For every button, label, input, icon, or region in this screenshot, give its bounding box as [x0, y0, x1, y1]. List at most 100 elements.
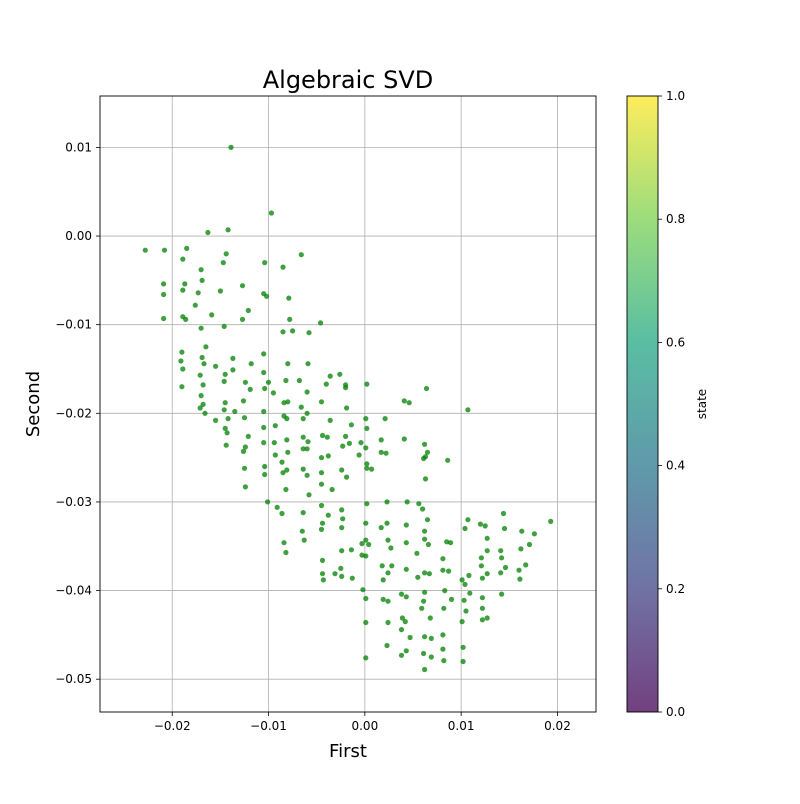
data-point — [344, 405, 350, 411]
data-point — [198, 325, 204, 331]
data-point — [300, 434, 306, 440]
data-point — [301, 537, 307, 543]
data-point — [201, 361, 207, 367]
data-point — [318, 399, 325, 405]
data-point — [448, 596, 455, 603]
data-point — [422, 528, 428, 534]
data-point — [459, 577, 465, 583]
data-point — [180, 256, 186, 262]
x-axis-ticks: −0.02 −0.01 0.00 0.01 0.02 — [154, 712, 571, 733]
data-point — [462, 525, 468, 532]
y-tick-label: 0.00 — [65, 229, 92, 243]
data-point — [406, 400, 412, 406]
data-point — [364, 425, 370, 431]
data-point — [416, 501, 422, 507]
data-point — [222, 400, 228, 406]
data-point — [424, 449, 431, 455]
data-point — [198, 393, 204, 399]
data-point — [478, 555, 484, 561]
data-point — [220, 260, 226, 266]
data-point — [228, 144, 234, 150]
data-point — [380, 596, 386, 603]
data-point — [241, 415, 248, 421]
data-point — [161, 315, 167, 322]
data-point — [425, 541, 431, 548]
data-point — [369, 466, 375, 472]
colorbar — [626, 95, 659, 713]
data-point — [205, 229, 211, 236]
data-point — [338, 565, 344, 572]
data-point — [262, 471, 268, 478]
data-point — [298, 252, 304, 258]
data-point — [548, 518, 554, 525]
data-point — [284, 467, 290, 473]
data-point — [265, 499, 271, 505]
data-point — [440, 632, 446, 638]
data-point — [380, 577, 386, 583]
data-point — [519, 528, 525, 534]
data-point — [305, 439, 311, 445]
data-point — [446, 568, 452, 574]
data-point — [441, 658, 447, 664]
data-point — [517, 576, 523, 582]
x-tick-label: 0.01 — [448, 719, 475, 733]
data-point — [304, 446, 310, 452]
data-point — [296, 377, 302, 384]
data-point — [318, 455, 325, 461]
data-point — [348, 422, 354, 428]
data-point — [285, 361, 291, 367]
data-point — [241, 465, 248, 471]
data-point — [239, 316, 246, 322]
data-point — [286, 295, 292, 301]
data-point — [440, 567, 446, 573]
data-point — [384, 499, 390, 505]
data-point — [415, 574, 421, 580]
data-point — [300, 446, 306, 452]
data-point — [325, 512, 331, 518]
data-point — [440, 556, 446, 562]
data-point — [179, 384, 185, 390]
data-point — [213, 363, 219, 369]
data-point — [516, 567, 522, 573]
data-point — [161, 247, 168, 253]
data-point — [363, 553, 369, 559]
data-point — [197, 405, 203, 411]
colorbar-tick-label: 0.6 — [666, 335, 685, 349]
data-point — [261, 408, 267, 415]
data-point — [422, 454, 429, 460]
data-point — [383, 450, 389, 456]
colorbar-tick-label: 0.4 — [666, 459, 685, 473]
data-point — [460, 658, 466, 665]
data-point — [287, 316, 293, 322]
data-point — [385, 537, 391, 543]
data-point — [339, 573, 345, 580]
data-point — [261, 440, 267, 446]
data-point — [424, 517, 431, 523]
data-point — [339, 548, 345, 554]
data-point — [404, 499, 410, 505]
data-point — [209, 312, 215, 318]
colorbar-label: state — [695, 389, 709, 419]
data-point — [358, 440, 364, 446]
data-point — [363, 445, 369, 451]
data-point — [261, 369, 267, 376]
grid — [100, 96, 596, 712]
data-point — [479, 605, 485, 611]
data-point — [178, 358, 184, 364]
data-point — [401, 436, 407, 442]
data-point — [343, 385, 349, 391]
data-point — [467, 590, 473, 596]
data-point — [363, 416, 369, 422]
data-point — [445, 457, 451, 463]
data-point — [422, 634, 428, 640]
data-point — [364, 461, 370, 467]
data-point — [242, 484, 248, 490]
data-point — [200, 401, 206, 407]
data-point — [319, 571, 326, 577]
data-point — [195, 290, 201, 296]
data-point — [318, 470, 325, 476]
data-point — [382, 416, 388, 422]
data-point — [389, 563, 395, 569]
data-point — [242, 444, 248, 450]
